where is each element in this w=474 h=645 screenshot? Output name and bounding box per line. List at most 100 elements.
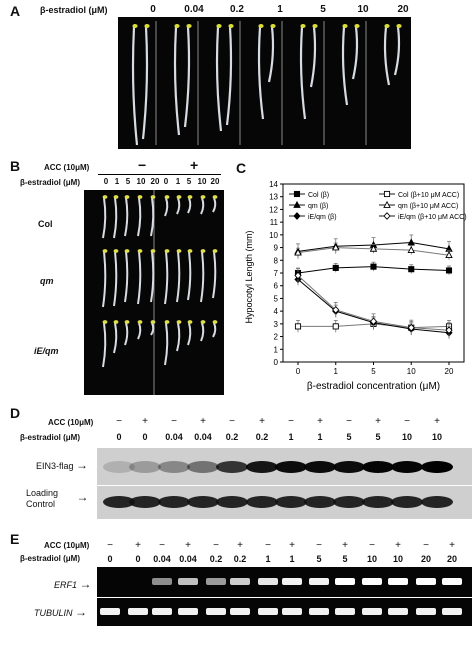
seedling-cotyledon [212, 195, 218, 199]
panel-d-acc-sign-10: − [404, 416, 410, 427]
panel-e-acc-sign-10: − [369, 540, 375, 551]
loading-band [158, 496, 190, 508]
panel-b-genotype-ieqm: iE/qm [34, 346, 59, 356]
series-0 [294, 261, 453, 278]
ein3-band [187, 461, 219, 473]
panel-e-acc-sign-7: + [289, 540, 295, 551]
tubulin-band [309, 608, 329, 615]
seedling-cotyledon [176, 195, 182, 199]
loading-band [103, 496, 135, 508]
seedling-cotyledon [124, 249, 130, 253]
data-point-marker [293, 190, 301, 198]
seedling-hypocotyl [215, 26, 223, 132]
panel-b-acc-minus: − [138, 157, 147, 173]
panel-b-conc-8: 10 [197, 177, 207, 186]
seedling-hypocotyl [341, 26, 349, 106]
seedling-hypocotyl [176, 251, 181, 303]
y-tick-label: 11 [270, 218, 279, 227]
seedling-hypocotyl [102, 197, 107, 239]
y-tick-label: 13 [269, 193, 278, 202]
seedling-cotyledon [200, 195, 206, 199]
seedling-cotyledon [124, 320, 130, 324]
x-tick-label: 20 [445, 367, 454, 376]
panel-d-acc-sign-0: − [116, 416, 122, 427]
seedling-cotyledon [384, 24, 390, 28]
panel-d-acc-sign-4: − [229, 416, 235, 427]
panel-d-conc-4: 0.2 [225, 432, 239, 442]
data-point-marker [293, 200, 301, 208]
seedling-cotyledon [102, 195, 108, 199]
ein3-flag-text: EIN3-flag [36, 461, 74, 471]
panel-b-estradiol-label: β-estradiol (μM) [20, 178, 80, 187]
panel-a-conc-6: 20 [397, 4, 409, 15]
seedling-hypocotyl [187, 197, 192, 214]
seedling-cotyledon [300, 24, 306, 28]
seedling-hypocotyl [137, 251, 142, 305]
panel-e-erf1-gel [97, 567, 472, 597]
seedling-hypocotyl [113, 322, 118, 354]
seedling-hypocotyl [393, 26, 401, 76]
panel-e-conc-8: 5 [316, 554, 322, 564]
tubulin-bands [100, 608, 462, 615]
panel-e-conc-11: 10 [392, 554, 403, 564]
loading-band [391, 496, 423, 508]
seedling-hypocotyl [299, 26, 307, 120]
seedling-hypocotyl [113, 251, 118, 307]
panel-e-letter: E [10, 531, 20, 547]
panel-d-letter: D [10, 405, 21, 421]
seedling-hypocotyl [137, 197, 142, 237]
panel-e-conc-13: 20 [446, 554, 457, 564]
panel-b-seedling-photo [84, 190, 224, 395]
tubulin-arrow-icon: → [75, 605, 88, 619]
panel-e-conc-5: 0.2 [233, 554, 247, 564]
loading-band [129, 496, 161, 508]
ein3-band [421, 461, 453, 473]
panel-e-acc-sign-9: + [342, 540, 348, 551]
y-tick-label: 9 [274, 244, 279, 253]
seedling-hypocotyl [150, 322, 155, 336]
ein3-arrow-icon: → [76, 458, 89, 472]
x-axis-label: β-estradiol concentration (μM) [307, 381, 440, 392]
panel-e-conc-2: 0.04 [153, 554, 171, 564]
seedling-hypocotyl [383, 26, 391, 86]
data-point-marker [383, 200, 391, 208]
seedling-hypocotyl [200, 322, 205, 342]
seedling-cotyledon [216, 24, 222, 28]
panel-e-acc-sign-6: − [265, 540, 271, 551]
data-point-marker [383, 212, 391, 220]
erf1-band [178, 578, 198, 585]
legend-label: iE/qm (β) [308, 214, 337, 221]
data-point-marker [331, 243, 340, 251]
seedling-hypocotyl [187, 322, 192, 346]
data-point-marker [369, 244, 378, 252]
panel-e-acc-sign-2: − [159, 540, 165, 551]
loading-bands [103, 496, 453, 508]
y-tick-label: 14 [269, 180, 278, 189]
panel-b-acc-divider [98, 174, 221, 175]
seedling-cotyledon [176, 249, 182, 253]
seedling-cotyledon [137, 320, 143, 324]
panel-e-conc-3: 0.04 [179, 554, 197, 564]
legend-label: qm (β) [308, 203, 328, 210]
panel-d-ein3-blot [97, 448, 472, 485]
panel-a-conc-3: 1 [277, 4, 283, 15]
seedling-cotyledon [113, 249, 119, 253]
seedling-hypocotyl [124, 197, 129, 237]
y-axis-label: Hypocotyl Length (mm) [244, 230, 254, 323]
tubulin-band [258, 608, 278, 615]
panel-d-conc-3: 0.04 [194, 432, 212, 442]
panel-d-conc-1: 0 [142, 432, 148, 442]
y-tick-label: 12 [269, 205, 278, 214]
seedling-hypocotyl [113, 197, 118, 239]
panel-b-conc-6: 1 [175, 177, 181, 186]
seedling-hypocotyl [141, 26, 149, 140]
seedling-cotyledon [342, 24, 348, 28]
seedling-cotyledon [270, 24, 276, 28]
seedling-cotyledon [113, 195, 119, 199]
panel-b-letter: B [10, 158, 21, 174]
ein3-band [362, 461, 394, 473]
tubulin-band [178, 608, 198, 615]
panel-e-erf1-label: ERF1 → [54, 577, 92, 591]
seedling-cotyledon [186, 24, 192, 28]
loading-control-text: Loading Control [26, 488, 59, 509]
